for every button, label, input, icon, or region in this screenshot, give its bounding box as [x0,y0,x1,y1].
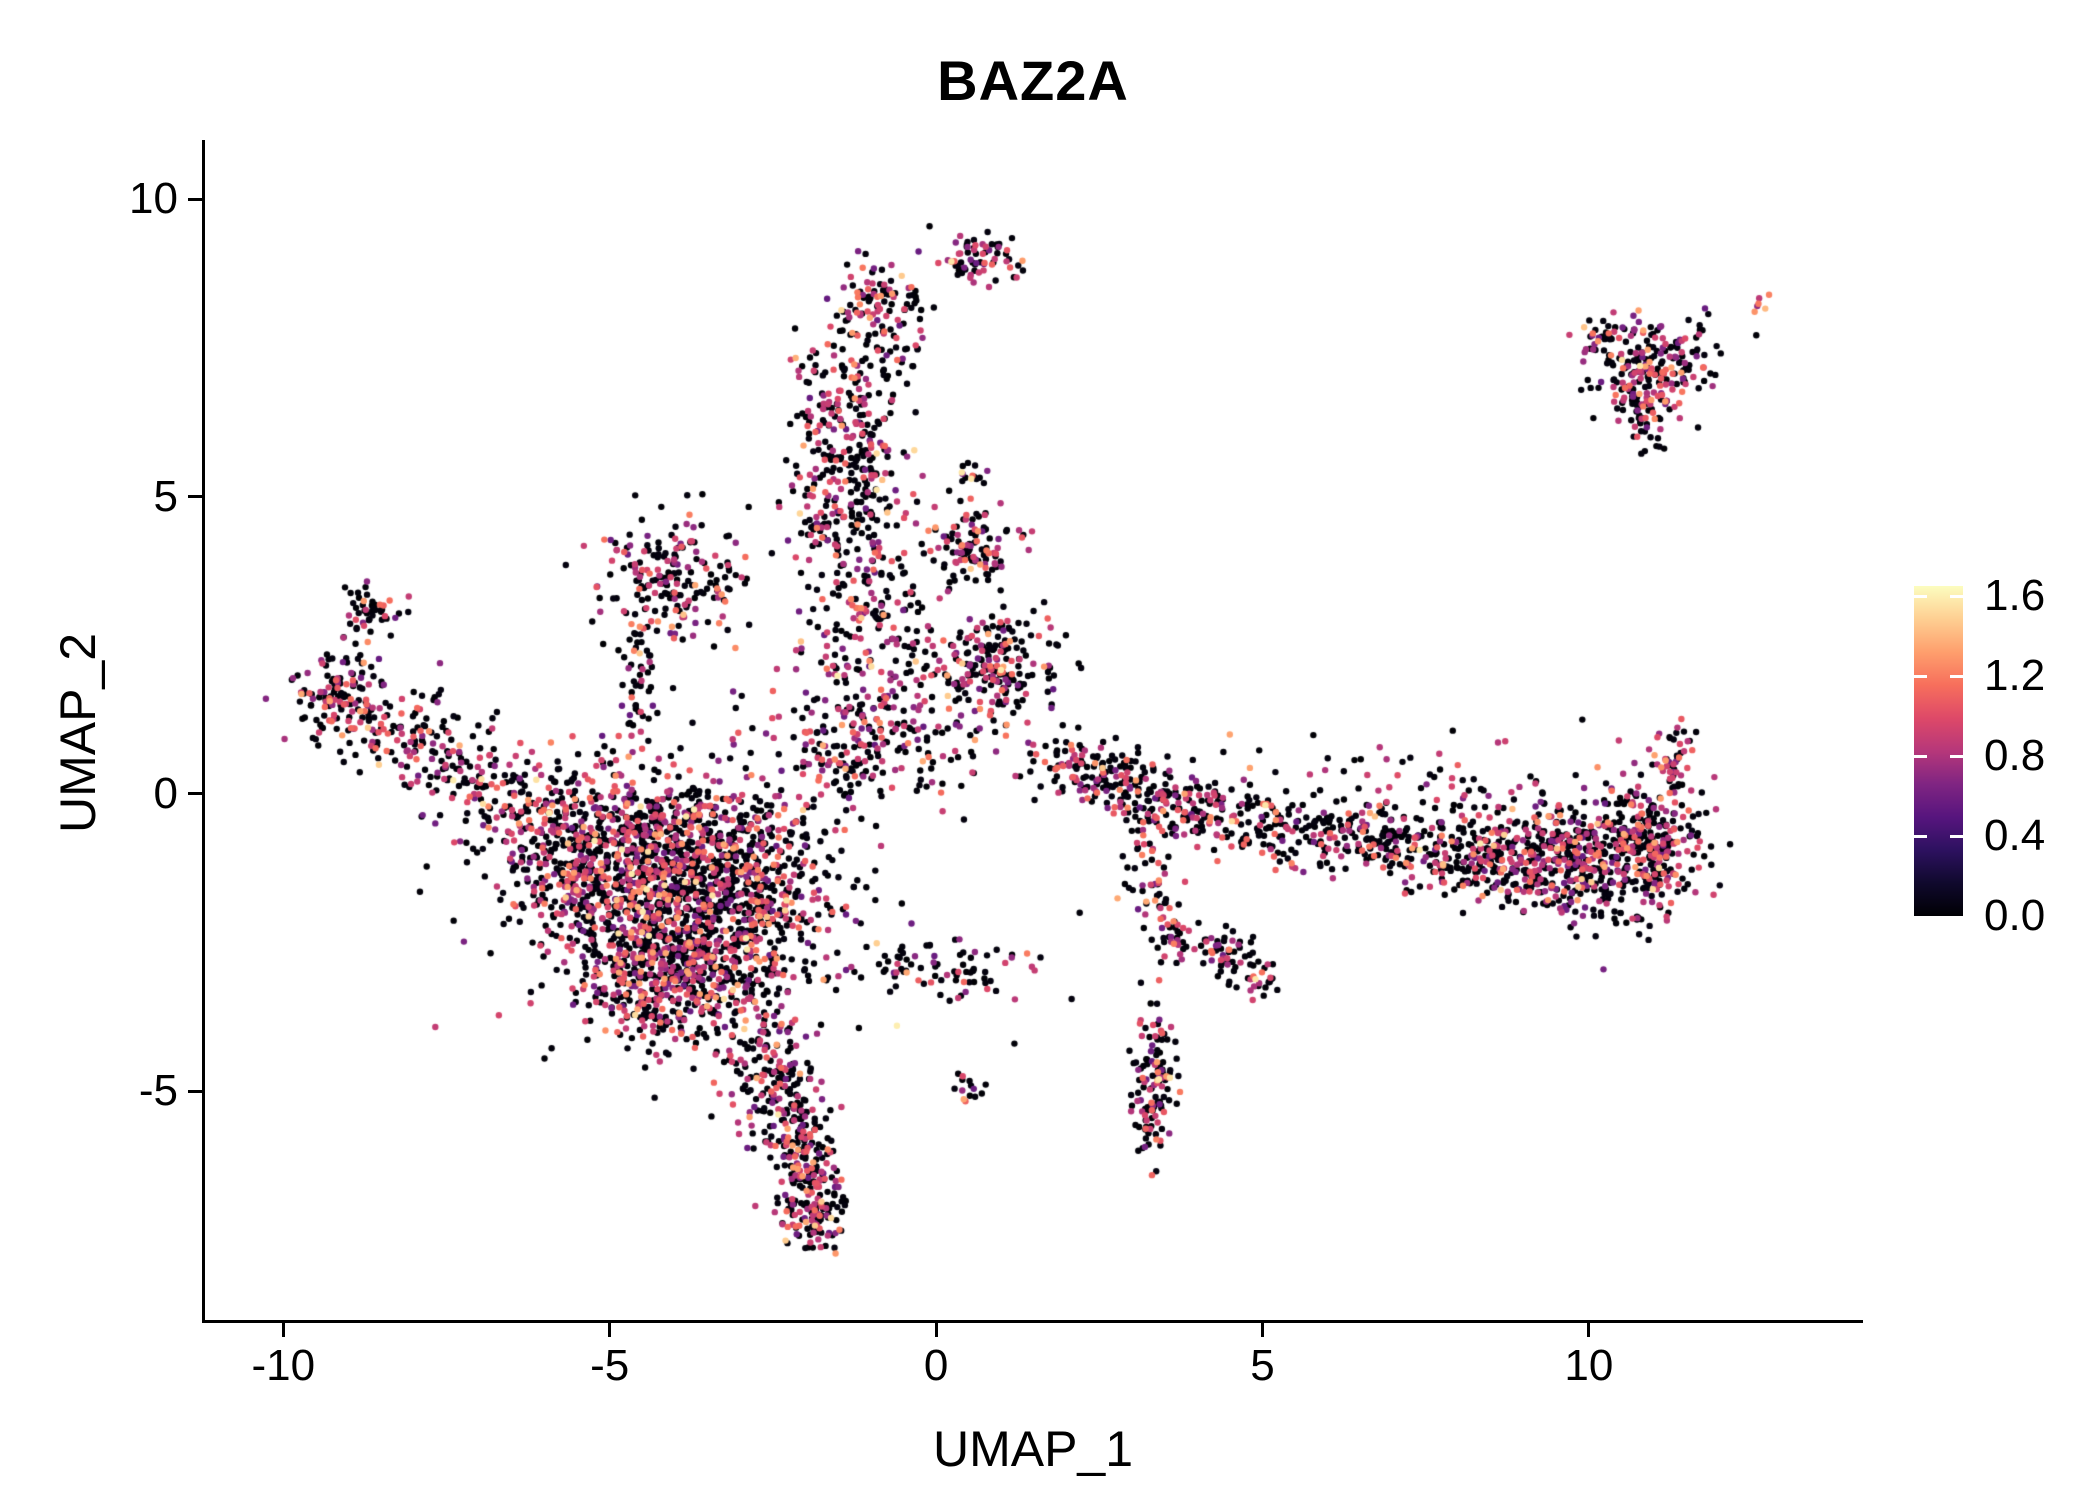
colorbar-tick-label: 0.4 [1984,811,2046,860]
colorbar-gradient [1914,586,1963,916]
x-axis-title: UMAP_1 [932,1421,1134,1477]
x-tick-label: 0 [923,1341,949,1390]
x-tick-label: -5 [590,1341,630,1390]
colorbar-tick-mark [1950,754,1963,758]
colorbar-tick-mark [1950,674,1963,678]
colorbar-tick-mark [1914,834,1927,838]
y-axis-title: UMAP_2 [50,632,106,834]
colorbar-tick-mark [1914,754,1927,758]
y-tick-mark [188,495,202,499]
x-tick-mark [608,1323,612,1337]
axis-lines [202,140,1863,1323]
colorbar-tick-label: 0.8 [1984,731,2046,780]
colorbar-tick-mark [1950,834,1963,838]
scatter-points-canvas [205,140,1863,1323]
y-tick-label: 10 [129,174,178,224]
plot-title: BAZ2A [937,49,1129,112]
x-tick-mark [1260,1323,1264,1337]
y-tick-label: -5 [138,1066,178,1116]
colorbar-tick-label: 1.6 [1984,571,2046,620]
x-tick-label: -10 [251,1341,316,1390]
colorbar-tick-mark [1914,594,1927,598]
y-tick-mark [188,197,202,201]
x-tick-mark [934,1323,938,1337]
y-tick-mark [188,1089,202,1093]
y-tick-label: 5 [153,471,178,521]
x-tick-mark [1587,1323,1591,1337]
colorbar-tick-label: 0.0 [1984,891,2046,940]
x-tick-label: 10 [1564,1341,1614,1390]
colorbar-tick-label: 1.2 [1984,651,2046,700]
colorbar-tick-mark [1914,674,1927,678]
colorbar-tick-mark [1950,594,1963,598]
x-tick-mark [281,1323,285,1337]
x-tick-label: 5 [1250,1341,1275,1390]
y-tick-label: 0 [153,768,178,818]
y-tick-mark [188,792,202,796]
